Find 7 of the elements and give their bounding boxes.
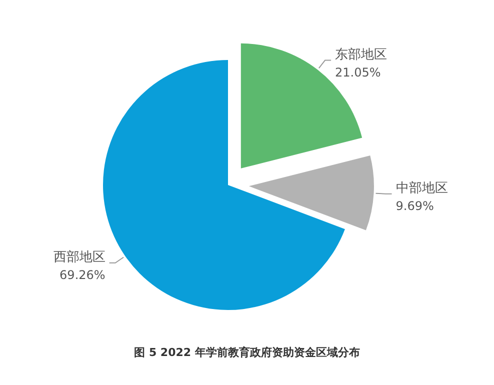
data-label: 21.05%	[335, 65, 381, 80]
slice-label: 东部地区	[335, 47, 388, 62]
data-label: 9.69%	[396, 198, 434, 213]
slice-label: 西部地区	[53, 250, 106, 265]
slice-label: 中部地区	[396, 180, 448, 196]
data-label: 69.26%	[60, 268, 106, 282]
text: 图 5 2022 年学前教育政府资助资金区域分布	[134, 346, 360, 359]
